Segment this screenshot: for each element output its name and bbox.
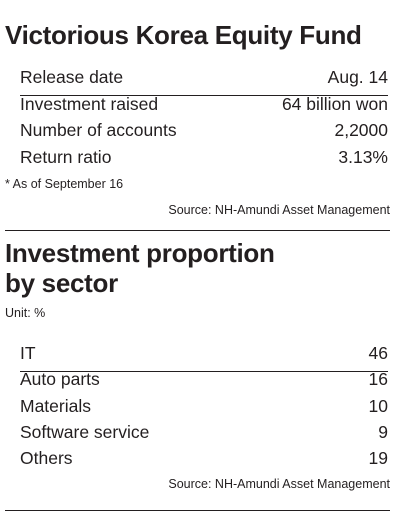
row-value: 3.13% [338, 146, 388, 167]
sector-title: by sector [5, 268, 118, 298]
row-label: Investment raised [20, 93, 159, 114]
row-value: 19 [368, 448, 388, 469]
table-row: Number of accounts 2,2000 [20, 120, 388, 146]
row-label: Return ratio [20, 146, 112, 167]
table-row: Others 19 [20, 448, 388, 474]
row-rule [20, 371, 388, 372]
table-row: Materials 10 [20, 396, 388, 422]
source: Source: NH-Amundi Asset Management [168, 203, 390, 217]
table-row: Release date Aug. 14 [20, 67, 388, 93]
table-row: Return ratio 3.13% [20, 147, 388, 173]
row-label: Others [20, 448, 73, 469]
source: Source: NH-Amundi Asset Management [168, 477, 390, 491]
row-value: 16 [368, 369, 388, 390]
table-row: IT 46 [20, 343, 388, 369]
table-row: Auto parts 16 [20, 369, 388, 395]
row-label: IT [20, 343, 36, 363]
fund-title: Victorious Korea Equity Fund [5, 20, 362, 50]
sector-title: Investment proportion [5, 238, 275, 268]
row-value: 46 [368, 343, 388, 363]
row-value: 9 [378, 421, 388, 442]
unit: Unit: % [5, 306, 46, 320]
row-label: Auto parts [20, 369, 100, 390]
row-value: 2,2000 [334, 120, 388, 140]
row-value: Aug. 14 [327, 67, 388, 87]
row-label: Materials [20, 395, 91, 416]
table-row: Investment raised 64 billion won [20, 94, 388, 120]
row-label: Number of accounts [20, 120, 177, 140]
row-rule [20, 95, 388, 96]
section-rule [5, 230, 390, 231]
section-rule [5, 510, 390, 511]
row-label: Software service [20, 421, 150, 442]
row-value: 64 billion won [281, 93, 388, 114]
note: * As of September 16 [5, 177, 124, 191]
table-row: Software service 9 [20, 422, 388, 448]
row-value: 10 [368, 395, 388, 416]
row-label: Release date [20, 67, 124, 87]
